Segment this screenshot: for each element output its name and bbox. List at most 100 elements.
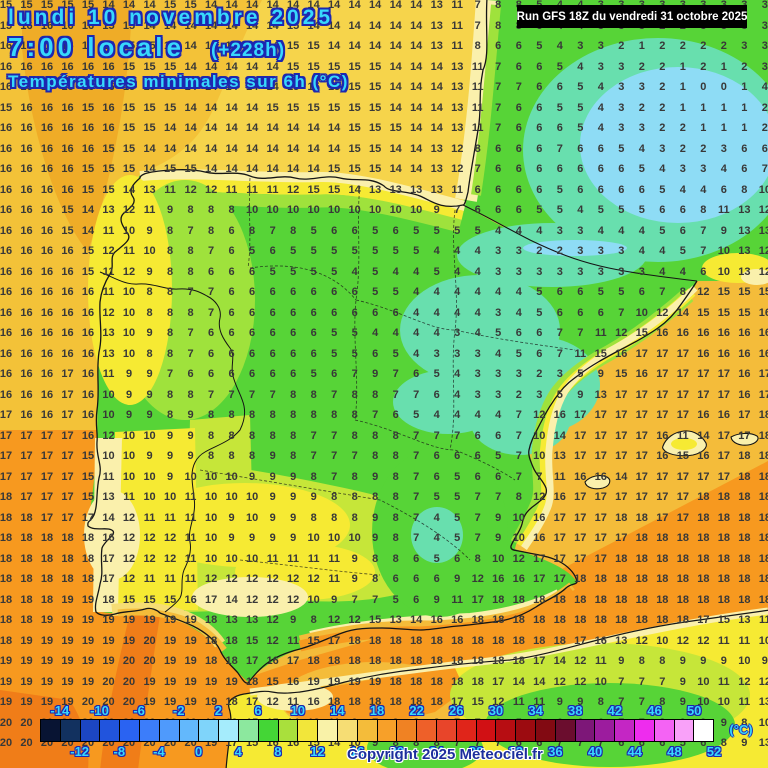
grid-value: 16: [82, 409, 94, 421]
grid-value: 12: [246, 573, 258, 585]
grid-value: 17: [554, 573, 566, 585]
grid-value: 15: [20, 0, 32, 11]
grid-value: 20: [82, 737, 94, 749]
grid-value: 3: [680, 163, 686, 175]
grid-value: 16: [20, 61, 32, 73]
grid-value: 19: [82, 594, 94, 606]
grid-value: 6: [495, 143, 501, 155]
grid-value: 18: [431, 655, 443, 667]
grid-value: 3: [557, 266, 563, 278]
grid-value: 6: [331, 307, 337, 319]
grid-value: 1: [741, 81, 747, 93]
grid-value: 8: [311, 512, 317, 524]
grid-value: 6: [659, 204, 665, 216]
grid-value: 19: [0, 655, 12, 667]
grid-value: 9: [372, 512, 378, 524]
grid-value: 10: [246, 553, 258, 565]
grid-value: 9: [762, 655, 768, 667]
grid-value: 11: [677, 430, 689, 442]
grid-value: 6: [229, 286, 235, 298]
grid-value: 9: [147, 225, 153, 237]
grid-value: 15: [164, 102, 176, 114]
seville-cream: [192, 577, 308, 617]
grid-value: 19: [164, 635, 176, 647]
grid-value: 3: [495, 307, 501, 319]
grid-value: 14: [164, 20, 176, 32]
grid-value: 4: [680, 184, 686, 196]
grid-value: 13: [595, 389, 607, 401]
grid-value: 15: [102, 20, 114, 32]
grid-value: 16: [41, 122, 53, 134]
grid-value: 14: [205, 0, 217, 11]
grid-value: 11: [164, 512, 176, 524]
grid-value: 11: [451, 20, 463, 32]
grid-value: 17: [533, 553, 545, 565]
grid-value: 10: [328, 204, 340, 216]
grid-value: 8: [188, 245, 194, 257]
model-run-label: Run GFS 18Z du vendredi 31 octobre 2025: [517, 11, 748, 23]
grid-value: 9: [249, 471, 255, 483]
grid-value: 17: [225, 737, 237, 749]
grid-value: 13: [431, 0, 443, 11]
grid-value: 16: [533, 512, 545, 524]
grid-value: 8: [249, 430, 255, 442]
grid-value: 14: [246, 81, 258, 93]
grid-value: 6: [331, 286, 337, 298]
grid-value: 6: [536, 102, 542, 114]
grid-value: 10: [205, 532, 217, 544]
grid-value: 4: [393, 266, 399, 278]
grid-value: 14: [143, 0, 155, 11]
grid-value: 10: [718, 245, 730, 257]
grid-value: 4: [454, 389, 460, 401]
grid-value: 1: [680, 61, 686, 73]
grid-value: 6: [495, 163, 501, 175]
grid-value: 5: [372, 286, 378, 298]
grid-value: 10: [225, 553, 237, 565]
grid-value: 10: [123, 307, 135, 319]
grid-value: 8: [372, 553, 378, 565]
grid-value: 2: [536, 245, 542, 257]
grid-value: 8: [249, 450, 255, 462]
grid-value: 3: [598, 245, 604, 257]
grid-value: 18: [451, 655, 463, 667]
grid-value: 5: [352, 327, 358, 339]
grid-value: 4: [598, 102, 604, 114]
grid-value: 18: [492, 655, 504, 667]
grid-value: 4: [352, 266, 358, 278]
grid-value: 15: [82, 163, 94, 175]
grid-value: 16: [0, 348, 12, 360]
grid-value: 12: [759, 266, 768, 278]
grid-value: 14: [246, 0, 258, 11]
grid-value: 10: [390, 204, 402, 216]
grid-value: 12: [246, 594, 258, 606]
grid-value: 16: [0, 286, 12, 298]
grid-value: 17: [574, 635, 586, 647]
grid-value: 15: [595, 348, 607, 360]
grid-value: 6: [495, 430, 501, 442]
grid-value: 6: [229, 225, 235, 237]
grid-value: 9: [352, 553, 358, 565]
grid-value: 6: [536, 327, 542, 339]
grid-value: 20: [41, 717, 53, 729]
grid-value: 18: [472, 676, 484, 688]
grid-value: 6: [311, 286, 317, 298]
grid-value: 16: [20, 204, 32, 216]
grid-value: 3: [495, 245, 501, 257]
grid-value: 6: [618, 163, 624, 175]
grid-value: 17: [595, 430, 607, 442]
grid-value: 7: [495, 491, 501, 503]
grid-value: 6: [434, 471, 440, 483]
grid-value: 12: [533, 409, 545, 421]
grid-value: 13: [369, 184, 381, 196]
grid-value: 14: [308, 163, 320, 175]
grid-value: 6: [454, 450, 460, 462]
grid-value: 18: [328, 696, 340, 708]
grid-value: 5: [454, 225, 460, 237]
grid-value: 18: [41, 532, 53, 544]
grid-value: 10: [205, 491, 217, 503]
grid-value: 10: [759, 184, 768, 196]
grid-value: 16: [20, 266, 32, 278]
grid-value: 10: [246, 512, 258, 524]
grid-value: 6: [290, 307, 296, 319]
grid-value: 12: [656, 307, 668, 319]
